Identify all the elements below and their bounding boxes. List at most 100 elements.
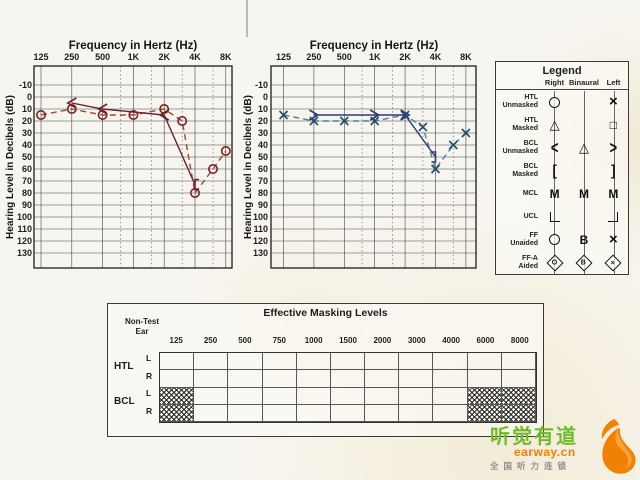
masking-cell [330, 353, 366, 371]
data-point-circle-icon [35, 110, 46, 121]
x-symbol-icon: × [608, 230, 618, 248]
freq-tick-label: 125 [33, 52, 48, 62]
freq-tick-label: 8K [220, 52, 232, 62]
triangle-symbol-icon: △ [549, 117, 560, 133]
db-tick-label: 130 [253, 248, 268, 258]
freq-tick-label: 4K [189, 52, 201, 62]
scan-artifact-line [246, 0, 248, 37]
non-test-ear-label: Non-Test Ear [124, 317, 160, 336]
masking-cell [399, 370, 434, 388]
legend-symbol-cell: > [599, 137, 628, 158]
legend-symbol-cell [599, 211, 628, 222]
masking-ear-row-label: L [146, 388, 152, 398]
data-point-gt-icon [308, 109, 320, 121]
masking-cell [467, 370, 502, 388]
masking-col-header: 500 [238, 336, 252, 345]
db-tick-label: 70 [22, 176, 32, 186]
db-tick-label: 90 [258, 200, 268, 210]
legend-row: BCL Masked [] [496, 160, 628, 183]
diamond-inner-letter: O [551, 259, 558, 267]
masking-col-header: 8000 [510, 336, 529, 345]
legend-row-label: UCL [523, 212, 538, 220]
db-tick-label: -10 [255, 80, 268, 90]
masking-cell [399, 387, 434, 405]
data-point-circle-icon [208, 164, 219, 175]
dia-o-symbol-icon: O [546, 254, 564, 272]
masking-cell [365, 404, 400, 422]
masking-cell [194, 404, 229, 422]
db-tick-label: 100 [17, 212, 32, 222]
data-point-circle-icon [128, 110, 139, 121]
square-symbol-icon: □ [609, 118, 617, 133]
masking-cell-hatched [467, 387, 502, 405]
legend-box: Legend Right Binaural Left HTL Unmasked ×… [495, 61, 629, 275]
masking-cell [228, 370, 263, 388]
db-tick-label: 60 [22, 164, 32, 174]
db-tick-label: 50 [22, 152, 32, 162]
masking-col-header: 6000 [476, 336, 495, 345]
legend-symbol-cell: [ [540, 163, 569, 178]
masking-cell [433, 387, 468, 405]
brand-domain: earway.cn [514, 445, 576, 459]
diamond-inner-letter: × [611, 259, 616, 267]
freq-tick-label: 1K [369, 52, 381, 62]
legend-row-label: FF-A Aided [518, 254, 538, 270]
masking-col-header: 4000 [442, 336, 460, 345]
db-tick-label: 110 [17, 224, 32, 234]
legend-symbol-cell: □ [599, 119, 628, 131]
freq-tick-label: 2K [158, 52, 170, 62]
data-point-lt-icon [158, 109, 170, 121]
freq-tick-label: 500 [95, 52, 110, 62]
masking-ear-row-label: R [146, 371, 153, 381]
db-tick-label: 30 [22, 128, 32, 138]
masking-cell [296, 353, 331, 371]
legend-symbol-cell [540, 211, 569, 222]
legend-row-label: MCL [522, 189, 538, 197]
triangle-symbol-icon: △ [578, 140, 589, 156]
dia-b-symbol-icon: B [575, 254, 593, 272]
masking-cell [399, 404, 434, 422]
masking-cell [262, 387, 297, 405]
M-symbol-icon: M [608, 186, 619, 201]
legend-symbol-cell: M [569, 188, 598, 200]
masking-col-header: 3000 [407, 336, 426, 345]
legend-symbol-cell: ] [599, 161, 628, 180]
brand-tagline: 全国听力连锁 [490, 461, 572, 471]
masking-table-title: Effective Masking Levels [263, 307, 388, 319]
effective-masking-table: Effective Masking Levels Non-Test Ear 12… [107, 303, 544, 437]
legend-row: HTL Unmasked × [496, 91, 628, 114]
data-point-gt-icon [369, 109, 381, 121]
legend-symbol-cell: × [599, 230, 628, 248]
db-tick-label: 120 [253, 236, 268, 246]
legend-symbol-cell: B [569, 234, 598, 246]
masking-cell-hatched [160, 387, 195, 405]
masking-col-header: 1000 [304, 336, 323, 345]
db-tick-label: 10 [258, 104, 268, 114]
data-point-circle-icon [220, 146, 231, 157]
legend-symbol-cell: × [599, 254, 628, 272]
masking-cell [194, 370, 229, 388]
legend-row: BCL Unmasked < △ > [496, 137, 628, 160]
masking-cell [228, 387, 263, 405]
legend-left-column-line [614, 91, 615, 274]
masking-cell [194, 387, 229, 405]
x-symbol-icon: × [608, 93, 618, 111]
db-tick-label: 110 [253, 224, 268, 234]
br-symbol-icon: ] [611, 161, 616, 180]
masking-col-header: 1500 [339, 336, 357, 345]
data-point-x-icon [418, 122, 428, 132]
masking-col-header: 125 [169, 336, 183, 345]
gt-symbol-icon: > [609, 137, 618, 158]
masking-cell-hatched [501, 404, 536, 422]
masking-cell [365, 370, 400, 388]
masking-cell [262, 370, 297, 388]
db-tick-label: 80 [22, 188, 32, 198]
legend-symbol-cell [540, 96, 569, 108]
masking-frequency-headers: 125 250 500 750 1000 1500 2000 3000 4000 6000 8000 [159, 336, 537, 350]
M-symbol-icon: M [578, 186, 589, 201]
legend-symbol-cell: < [540, 139, 569, 157]
legend-row-label: BCL Masked [512, 163, 538, 179]
legend-symbol-cell: × [599, 93, 628, 111]
masking-cell-hatched [160, 404, 195, 422]
masking-cell [228, 404, 263, 422]
